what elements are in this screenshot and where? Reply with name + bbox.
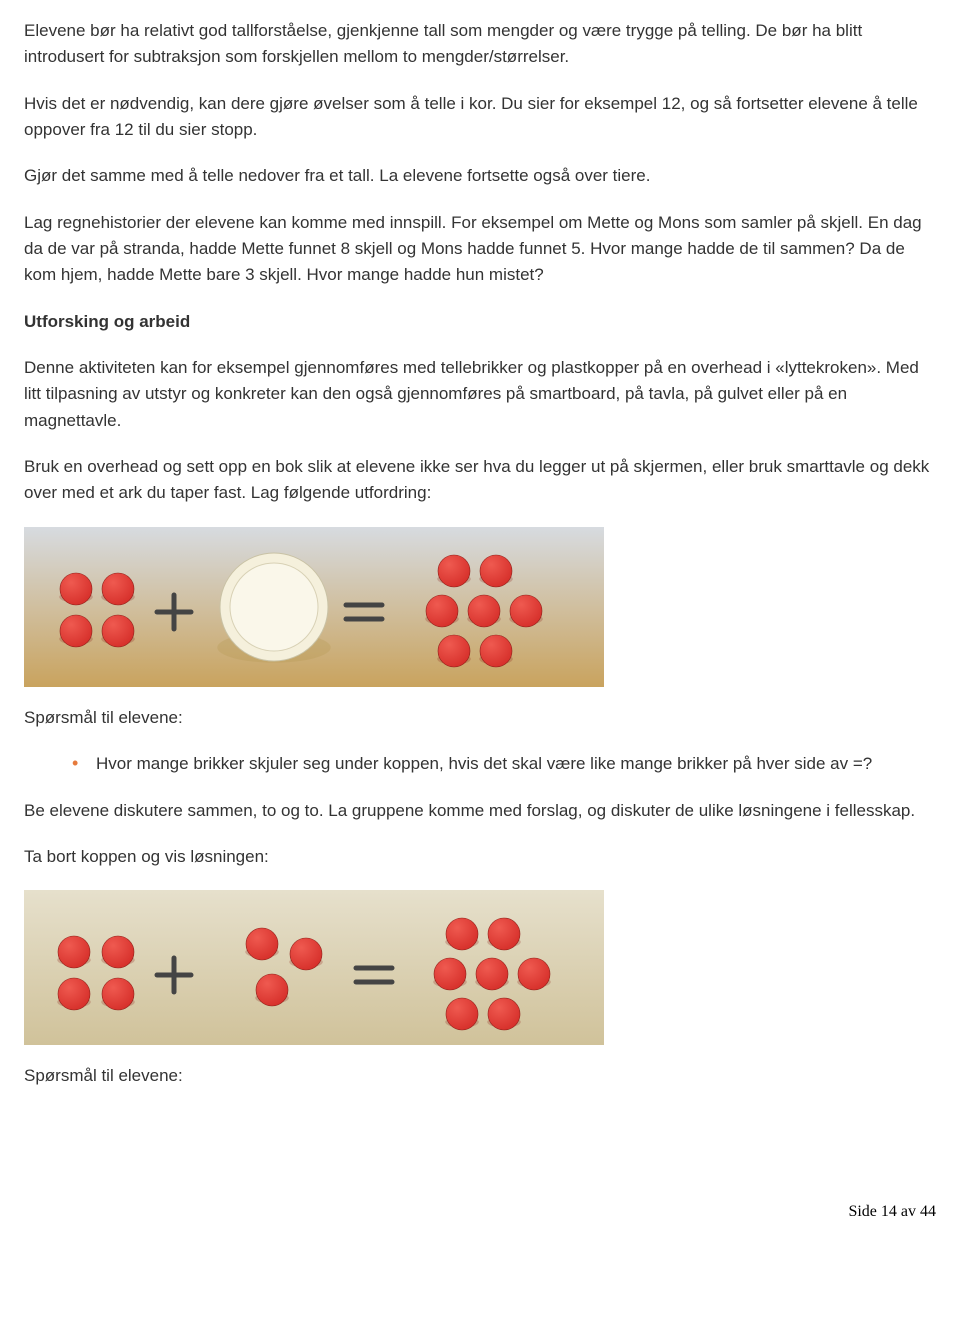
question-list: Hvor mange brikker skjuler seg under kop… — [24, 751, 936, 777]
question-lead: Spørsmål til elevene: — [24, 1063, 936, 1089]
figure-equation-solution — [24, 890, 936, 1045]
question-lead: Spørsmål til elevene: — [24, 705, 936, 731]
paragraph: Bruk en overhead og sett opp en bok slik… — [24, 454, 936, 507]
equation-illustration-1 — [24, 527, 604, 687]
paragraph: Denne aktiviteten kan for eksempel gjenn… — [24, 355, 936, 434]
paragraph: Ta bort koppen og vis løsningen: — [24, 844, 936, 870]
paragraph: Hvis det er nødvendig, kan dere gjøre øv… — [24, 91, 936, 144]
paragraph: Lag regnehistorier der elevene kan komme… — [24, 210, 936, 289]
figure-equation-with-cup — [24, 527, 936, 687]
page-footer: Side 14 av 44 — [24, 1200, 936, 1225]
equation-illustration-2 — [24, 890, 604, 1045]
section-heading: Utforsking og arbeid — [24, 309, 936, 335]
paragraph: Gjør det samme med å telle nedover fra e… — [24, 163, 936, 189]
list-item: Hvor mange brikker skjuler seg under kop… — [72, 751, 936, 777]
paragraph: Be elevene diskutere sammen, to og to. L… — [24, 798, 936, 824]
paragraph: Elevene bør ha relativt god tallforståel… — [24, 18, 936, 71]
